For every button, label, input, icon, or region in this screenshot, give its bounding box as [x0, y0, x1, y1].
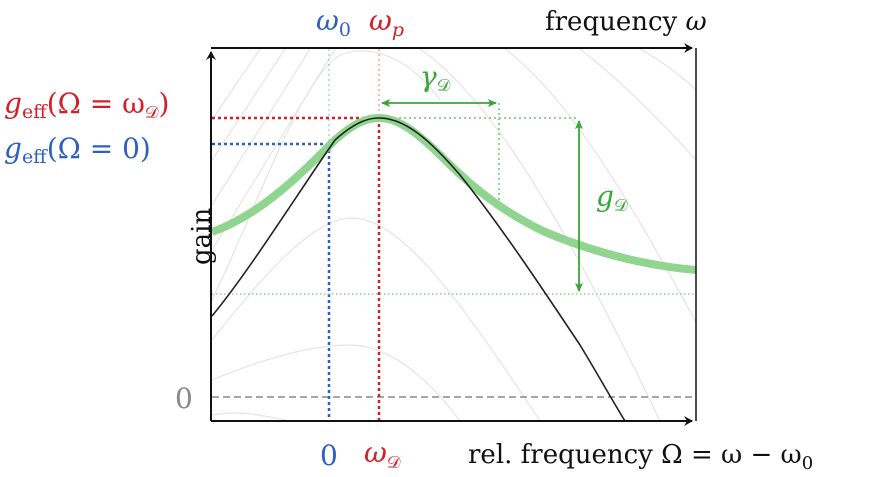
- gD-label: g𝒟: [596, 180, 628, 216]
- gain-curve: [212, 117, 626, 421]
- zero-gain-label: 0: [175, 382, 193, 415]
- omegap-label: ωp: [369, 4, 404, 41]
- geff-zero-label: geff(Ω = 0): [4, 132, 151, 168]
- gammaD-label: γ𝒟: [420, 60, 451, 96]
- frequency-axis-label: frequency ω: [545, 7, 707, 37]
- background-curves: [212, 49, 696, 421]
- omega0-label: ω0: [316, 4, 351, 41]
- rel-frequency-axis-label: rel. frequency Ω = ω − ω0: [468, 440, 813, 474]
- geff-peak-label: geff(Ω = ω𝒟): [4, 87, 169, 123]
- zero-freq-label: 0: [320, 439, 338, 472]
- lorentzian-fit-curve: [212, 113, 696, 274]
- omegaD-label: ω𝒟: [364, 436, 401, 473]
- y-axis-label: gain: [187, 208, 217, 265]
